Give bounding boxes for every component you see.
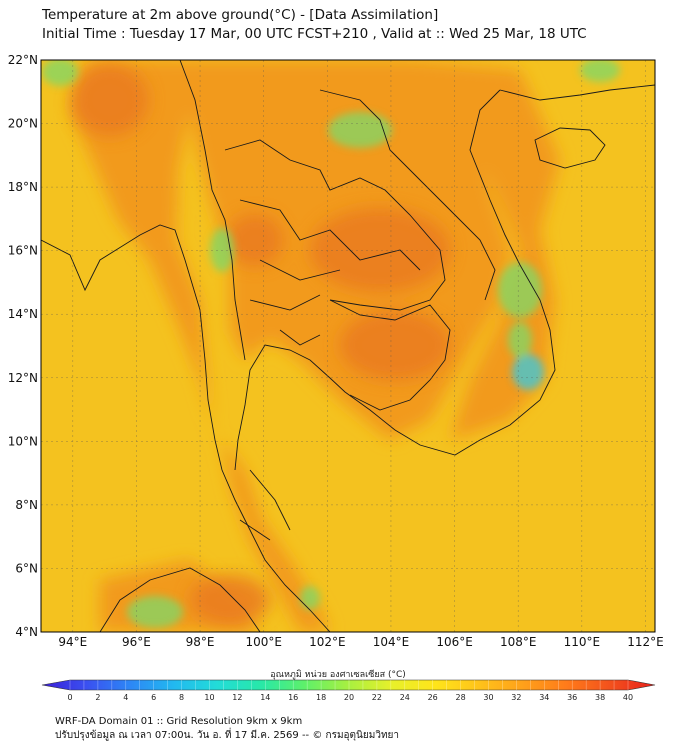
colorbar-tick-label: 30 xyxy=(483,693,493,702)
coastline-east xyxy=(499,84,655,101)
longitude-labels: 94°E 96°E 98°E 100°E 102°E 104°E 106°E 108°E 110… xyxy=(58,635,663,649)
title-line-2: Initial Time : Tuesday 17 Mar, 00 UTC FC… xyxy=(42,26,587,42)
lon-label: 106°E xyxy=(436,635,473,649)
footer: WRF-DA Domain 01 :: Grid Resolution 9km … xyxy=(55,715,399,743)
lat-label: 20°N xyxy=(8,117,38,131)
coolspot-top-right xyxy=(580,60,620,82)
border-thailand-laos xyxy=(224,139,446,311)
coolspot-annamite xyxy=(498,262,542,318)
colorbar-tick-label: 24 xyxy=(400,693,410,702)
gridlines xyxy=(41,60,655,632)
coolspot-vietnam-central xyxy=(508,322,532,358)
lat-label: 14°N xyxy=(8,307,38,321)
latitude-labels: 22°N 20°N 18°N 16°N 14°N 12°N 10°N 8°N 6°N 4°N xyxy=(8,53,38,639)
lat-label: 22°N xyxy=(8,53,38,67)
colorbar-tick-label: 2 xyxy=(95,693,100,702)
lat-label: 12°N xyxy=(8,371,38,385)
lon-label: 102°E xyxy=(309,635,346,649)
border-myanmar-thailand xyxy=(179,60,246,361)
coolspot-top-left xyxy=(42,60,78,86)
colorbar-tick-label: 28 xyxy=(456,693,466,702)
colorbar-tick-label: 10 xyxy=(204,693,214,702)
coolspot-vietnam-south xyxy=(512,354,544,390)
colorbar-tick-label: 14 xyxy=(260,693,270,702)
colorbar-tick-label: 4 xyxy=(123,693,128,702)
colorbar-tick-label: 12 xyxy=(232,693,242,702)
lon-label: 100°E xyxy=(245,635,282,649)
lat-label: 10°N xyxy=(8,434,38,448)
land-myanmar xyxy=(70,60,225,470)
colorbar-tick-label: 40 xyxy=(623,693,633,702)
colorbar-title: อุณหภูมิ หน่วย องศาเซลเซียส (°C) xyxy=(270,670,406,680)
title-line-1: Temperature at 2m above ground(°C) - [Da… xyxy=(42,7,439,23)
chart-title-block: Temperature at 2m above ground(°C) - [Da… xyxy=(42,6,587,44)
lat-label: 8°N xyxy=(15,498,38,512)
map-field xyxy=(41,60,655,632)
lon-label: 112°E xyxy=(627,635,664,649)
colorbar-tick-label: 18 xyxy=(316,693,326,702)
border-laos-vietnam xyxy=(319,89,496,301)
cool-spots xyxy=(42,60,620,628)
coastlines-and-borders xyxy=(41,60,655,632)
coastline-sumatra xyxy=(99,567,261,632)
colorbar-tick-label: 16 xyxy=(288,693,298,702)
hotspot-cambodia xyxy=(340,310,450,380)
lon-label: 98°E xyxy=(186,635,215,649)
colorbar-tick-label: 20 xyxy=(344,693,354,702)
lat-label: 18°N xyxy=(8,180,38,194)
land-malay-peninsula xyxy=(222,440,330,632)
lon-label: 108°E xyxy=(500,635,537,649)
colorbar-tick-label: 0 xyxy=(67,693,72,702)
coastline-gulf-of-thailand xyxy=(234,89,556,471)
colorbar-ticks: 0 2 4 6 8 10 12 14 16 18 20 22 24 26 28 30 32 34 36 38 40 xyxy=(67,680,633,702)
lon-label: 96°E xyxy=(122,635,151,649)
hotspot-isan xyxy=(310,208,450,292)
lon-label: 104°E xyxy=(373,635,410,649)
colorbar-tick-label: 34 xyxy=(539,693,549,702)
colorbar-tick-label: 6 xyxy=(151,693,156,702)
footer-line-2: ปรับปรุงข้อมูล ณ เวลา 07:00น. วัน อ. ที่… xyxy=(55,730,400,741)
map-frame xyxy=(40,59,656,633)
provincial-lines xyxy=(239,199,421,541)
colorbar-bar xyxy=(41,679,656,691)
coolspot-malaysia xyxy=(300,586,320,610)
lat-label: 16°N xyxy=(8,244,38,258)
hot-spots xyxy=(72,64,450,625)
hotspot-west-thailand xyxy=(227,214,283,266)
colorbar-tick-label: 8 xyxy=(179,693,184,702)
hotspot-northwest xyxy=(72,64,148,136)
colorbar-tick-label: 22 xyxy=(372,693,382,702)
footer-line-1: WRF-DA Domain 01 :: Grid Resolution 9km … xyxy=(55,716,303,727)
coastline-hainan xyxy=(534,127,606,169)
lat-label: 6°N xyxy=(15,561,38,575)
coolspot-north xyxy=(328,112,392,148)
border-cambodia xyxy=(329,299,451,411)
colorbar-tick-label: 32 xyxy=(511,693,521,702)
coolspot-sumatra xyxy=(127,596,183,628)
lon-label: 94°E xyxy=(58,635,87,649)
coastline-bay-of-bengal xyxy=(41,224,331,632)
colorbar-tick-label: 26 xyxy=(428,693,438,702)
colorbar-tick-label: 38 xyxy=(595,693,605,702)
lon-label: 110°E xyxy=(564,635,601,649)
colorbar: 0 2 4 6 8 10 12 14 16 18 20 22 24 26 28 30 32 34 36 38 40 xyxy=(41,679,656,702)
colorbar-tick-label: 36 xyxy=(567,693,577,702)
hotspot-sumatra xyxy=(190,575,270,625)
lat-label: 4°N xyxy=(15,625,38,639)
